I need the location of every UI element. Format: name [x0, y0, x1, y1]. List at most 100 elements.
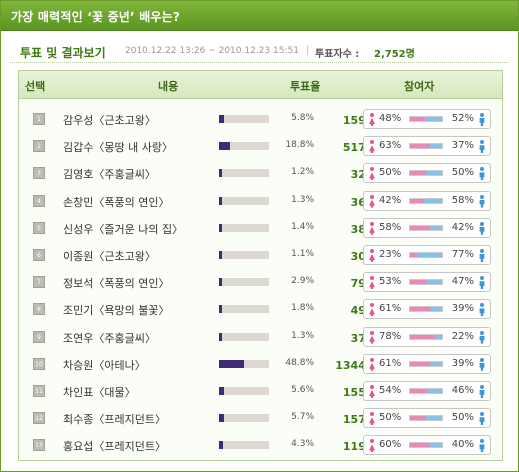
- male-icon: [479, 412, 485, 426]
- choice-number-badge[interactable]: 9: [33, 330, 45, 343]
- vote-rate: 1.2%: [291, 167, 314, 178]
- choice-number-badge[interactable]: 4: [33, 194, 45, 207]
- table-header: 선택 내용 투표율 참여자: [19, 71, 502, 99]
- male-percent: 58%: [451, 194, 474, 206]
- header-participants: 참여자: [404, 80, 435, 93]
- candidate-name: 김영호〈주홍글씨〉: [63, 168, 156, 182]
- header-select: 선택: [25, 80, 46, 93]
- choice-number-badge[interactable]: 3: [33, 167, 45, 180]
- choice-number-badge[interactable]: 13: [33, 439, 45, 452]
- gender-ratio-bar: [409, 442, 443, 449]
- candidate-name: 조연우〈주홍글씨〉: [63, 331, 156, 345]
- male-icon: [479, 330, 485, 344]
- vote-rate-bar-fill: [221, 115, 224, 123]
- female-ratio-fill: [410, 307, 430, 312]
- male-percent: 22%: [451, 330, 474, 342]
- choice-number-badge[interactable]: 12: [33, 412, 45, 425]
- gender-ratio: 58% 42%: [363, 217, 491, 238]
- gender-ratio: 50% 50%: [363, 163, 491, 184]
- poll-header: 가장 매력적인 ‘꽃 중년’ 배우는?: [1, 1, 518, 31]
- vote-rate: 1.3%: [291, 194, 314, 205]
- vote-rate-bar: [219, 441, 269, 450]
- choice-number-badge[interactable]: 1: [33, 113, 45, 125]
- female-percent: 61%: [379, 303, 402, 315]
- table-row: 11 차인표〈대물〉 5.6% 155명 54% 46%: [23, 378, 500, 404]
- poll-period: 2010.12.22 13:26 ~ 2010.12.23 15:51: [125, 46, 299, 56]
- candidate-name: 감우성〈근초고왕〉: [63, 114, 156, 127]
- vote-rate: 5.8%: [291, 113, 314, 123]
- female-percent: 58%: [379, 221, 402, 233]
- poll-subheader: 투표 및 결과보기 2010.12.22 13:26 ~ 2010.12.23 …: [10, 41, 509, 63]
- vote-rate-bar: [219, 196, 269, 205]
- male-icon: [479, 439, 485, 453]
- vote-rate-bar: [219, 251, 269, 259]
- male-percent: 39%: [451, 357, 474, 369]
- male-icon: [479, 140, 485, 154]
- female-icon: [369, 412, 375, 426]
- candidate-name: 홍요섭〈프레지던트〉: [63, 440, 166, 454]
- table-row: 2 김갑수〈몽땅 내 사랑〉 18.8% 517명 63% 37%: [23, 133, 500, 159]
- female-percent: 23%: [379, 249, 402, 260]
- vote-rate: 1.3%: [291, 330, 314, 341]
- gender-ratio: 50% 50%: [363, 408, 491, 429]
- gender-ratio: 42% 58%: [363, 190, 491, 211]
- candidate-name: 정보석〈폭풍의 연인〉: [63, 277, 170, 291]
- male-percent: 50%: [451, 412, 474, 424]
- choice-number-badge[interactable]: 7: [33, 276, 45, 289]
- female-icon: [369, 385, 375, 398]
- female-percent: 50%: [379, 412, 402, 424]
- male-percent: 37%: [451, 140, 474, 152]
- candidate-name: 차인표〈대물〉: [63, 386, 136, 399]
- choice-number-badge[interactable]: 6: [33, 249, 45, 261]
- vote-rate-bar-fill: [221, 359, 245, 368]
- vote-rate-bar-fill: [221, 387, 224, 395]
- male-percent: 46%: [451, 385, 474, 396]
- male-percent: 77%: [451, 249, 474, 260]
- gender-ratio: 60% 40%: [363, 435, 491, 456]
- male-icon: [479, 249, 485, 262]
- male-icon: [479, 167, 485, 181]
- gender-ratio: 48% 52%: [363, 109, 491, 129]
- gender-ratio-bar: [409, 197, 443, 204]
- female-ratio-fill: [410, 198, 424, 203]
- gender-ratio: 63% 37%: [363, 136, 491, 157]
- choice-number-badge[interactable]: 2: [33, 140, 45, 153]
- candidate-name: 김갑수〈몽땅 내 사랑〉: [63, 141, 173, 155]
- female-icon: [369, 140, 375, 154]
- male-percent: 39%: [451, 303, 474, 315]
- choice-number-badge[interactable]: 11: [33, 385, 45, 397]
- choice-number-badge[interactable]: 8: [33, 303, 45, 316]
- female-ratio-fill: [410, 443, 430, 448]
- gender-ratio-bar: [409, 143, 443, 150]
- gender-ratio-bar: [409, 279, 443, 286]
- vote-rate-bar-fill: [221, 278, 223, 287]
- vote-rate-bar-fill: [221, 251, 222, 259]
- vote-rate-bar-fill: [221, 142, 231, 151]
- female-ratio-fill: [410, 416, 426, 421]
- results-title: 투표 및 결과보기: [20, 46, 106, 60]
- vote-rate-bar-fill: [221, 169, 222, 178]
- header-content: 내용: [158, 80, 179, 93]
- choice-number-badge[interactable]: 10: [33, 357, 45, 370]
- gender-ratio-bar: [409, 333, 443, 340]
- poll-title: 가장 매력적인 ‘꽃 중년’ 배우는?: [11, 10, 181, 24]
- vote-rate: 1.4%: [291, 221, 314, 232]
- choice-number-badge[interactable]: 5: [33, 221, 45, 234]
- female-icon: [369, 194, 375, 208]
- table-row: 12 최수종〈프레지던트〉 5.7% 157명 50% 50%: [23, 405, 500, 431]
- gender-ratio-bar: [409, 116, 443, 122]
- vote-rate-bar-fill: [221, 305, 222, 314]
- male-icon: [479, 221, 485, 235]
- female-percent: 48%: [379, 113, 402, 124]
- vote-rate-bar-fill: [221, 223, 222, 232]
- vote-rate: 2.9%: [291, 276, 314, 287]
- vote-rate-bar: [219, 359, 269, 368]
- male-percent: 42%: [451, 221, 474, 233]
- vote-rate-bar: [219, 305, 269, 314]
- female-percent: 53%: [379, 276, 402, 288]
- gender-ratio: 23% 77%: [363, 245, 491, 265]
- gender-ratio-bar: [409, 415, 443, 422]
